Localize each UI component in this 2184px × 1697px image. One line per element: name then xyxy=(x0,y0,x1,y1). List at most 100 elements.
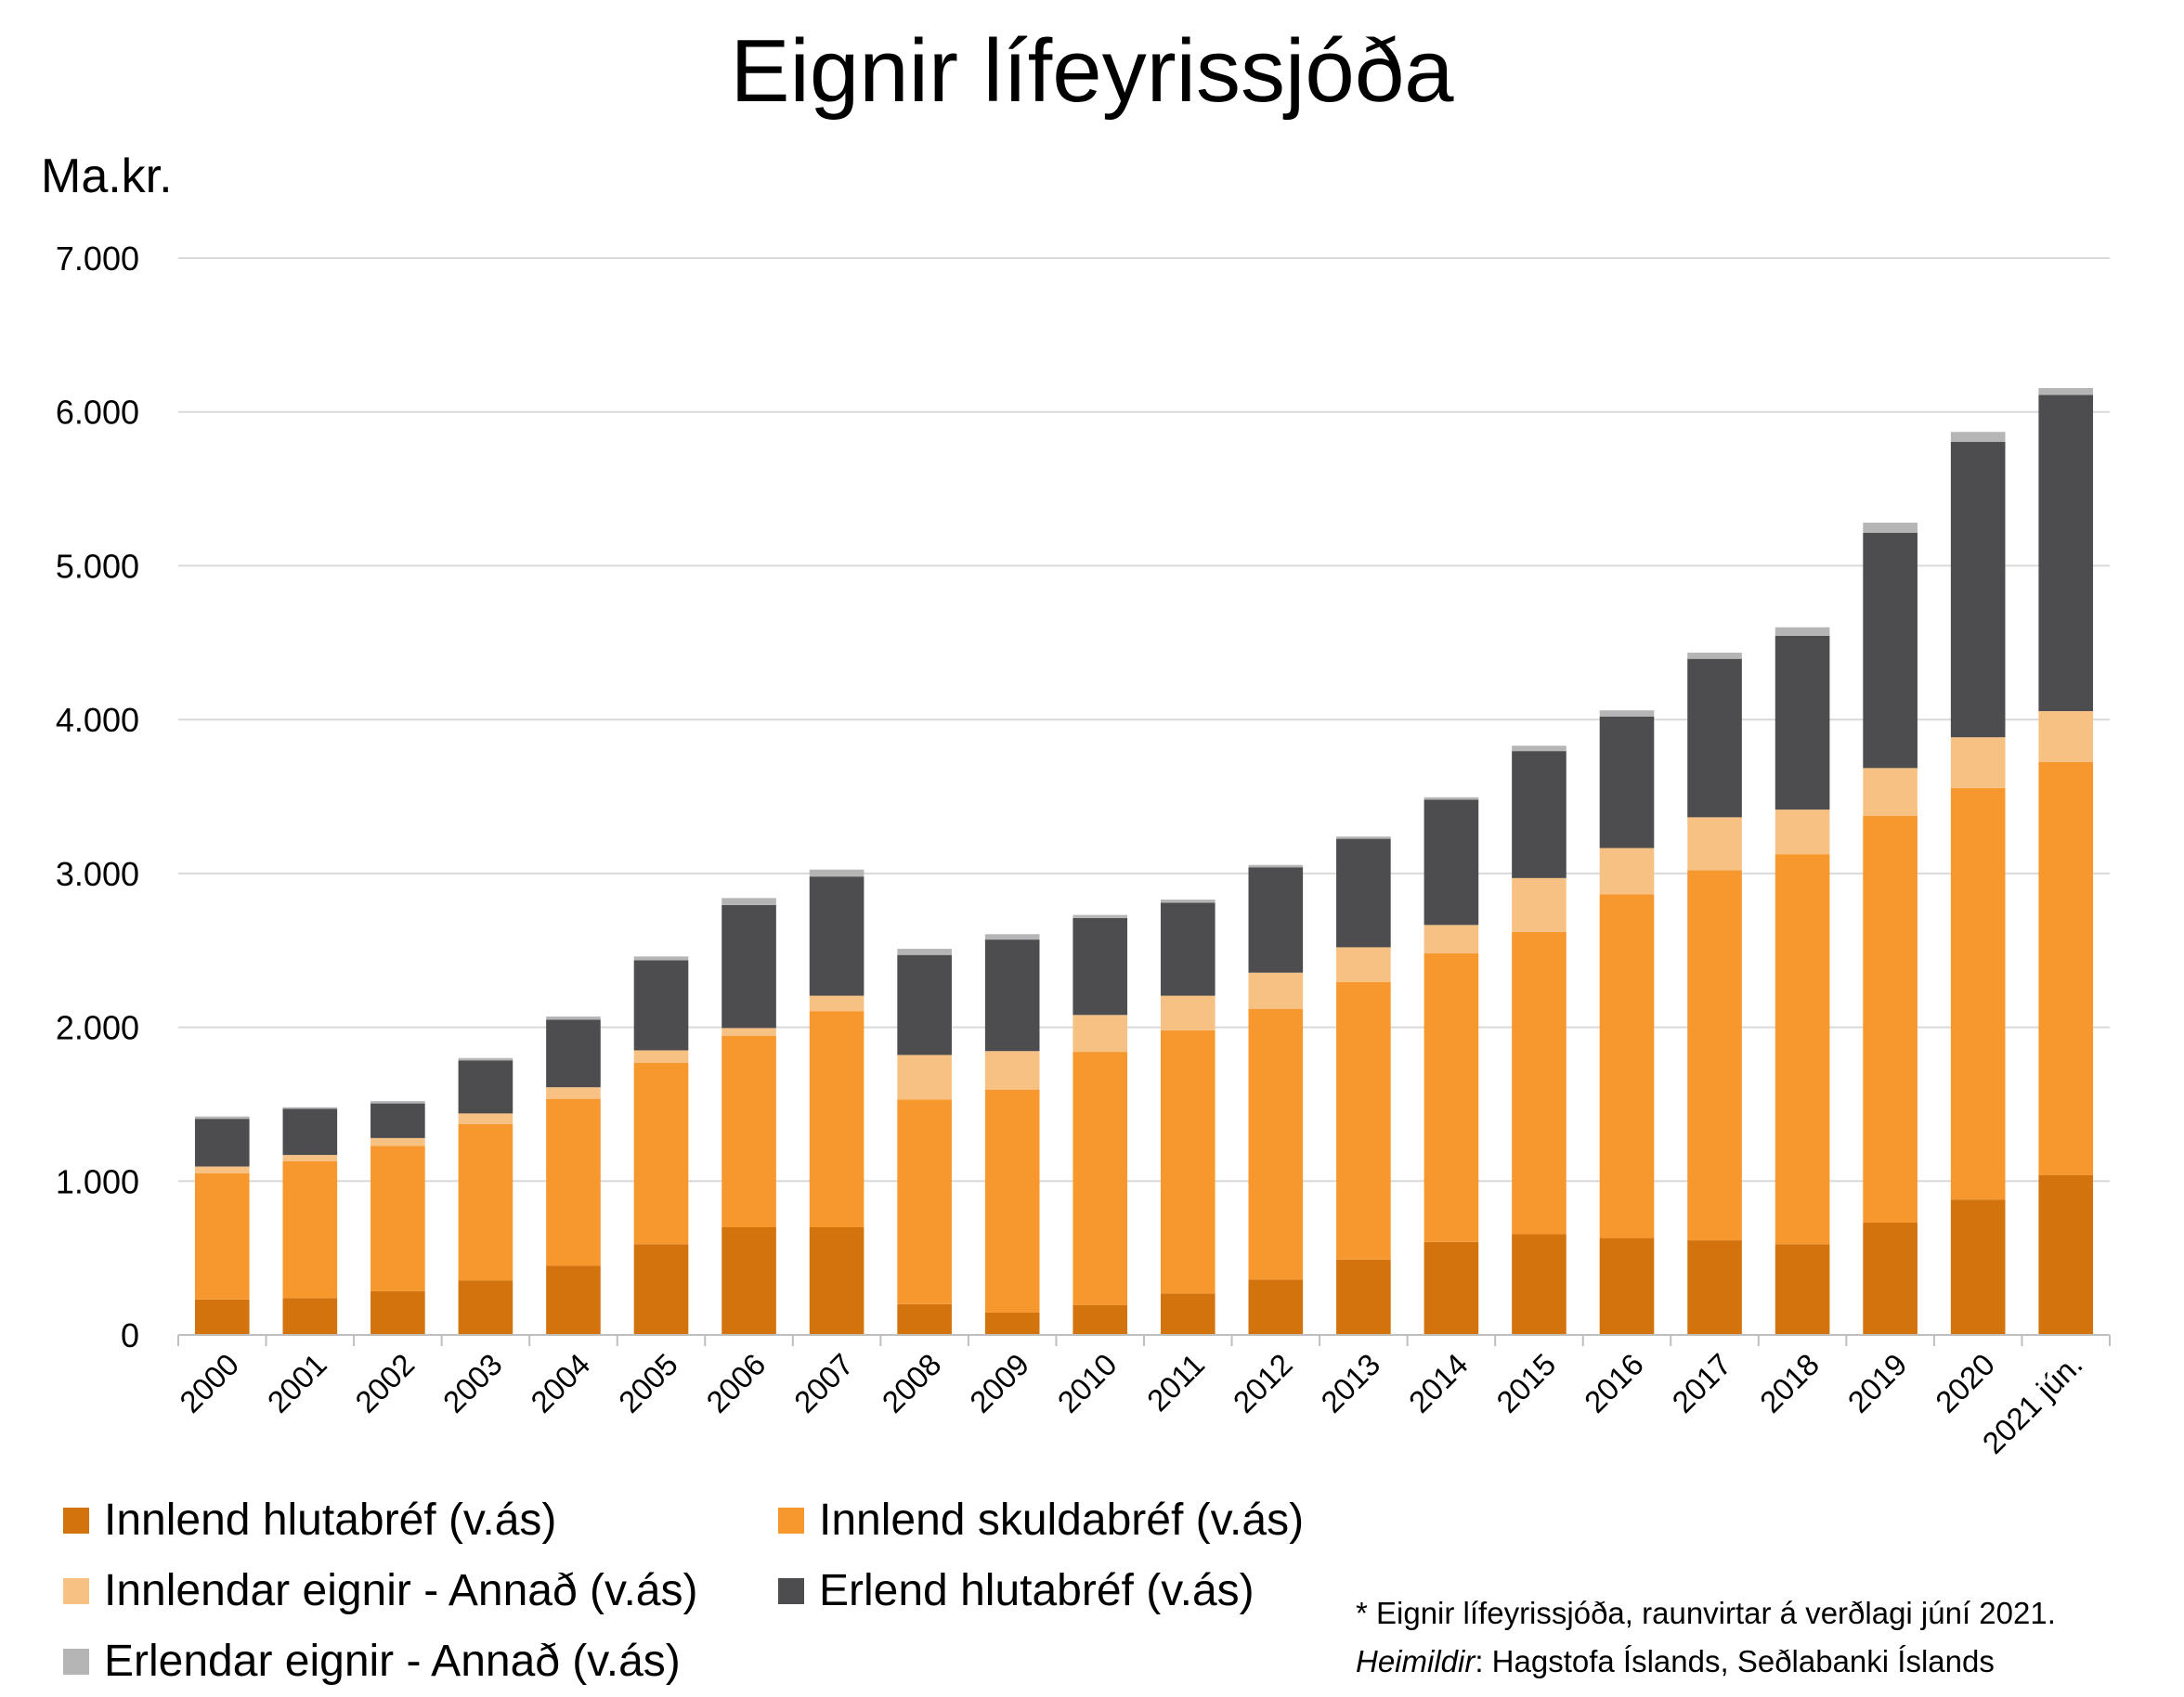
bar-segment xyxy=(1774,810,1830,855)
y-tick-label: 5.000 xyxy=(56,547,139,585)
bar-segment xyxy=(984,1051,1040,1090)
bar-stack xyxy=(1336,836,1391,1335)
bar-segment xyxy=(633,960,689,1051)
bar-segment xyxy=(984,934,1040,940)
legend-label: Erlendar eignir - Annað (v.ás) xyxy=(104,1637,681,1686)
bar-segment xyxy=(897,1055,952,1100)
bar-stack xyxy=(1512,745,1566,1335)
bar-stack xyxy=(194,1116,250,1335)
legend-item: Erlend hlutabréf (v.ás) xyxy=(778,1565,1254,1616)
x-tick-label: 2007 xyxy=(787,1347,860,1419)
x-tick-label: 2006 xyxy=(699,1347,772,1419)
legend-swatch xyxy=(778,1577,804,1604)
x-tick-label: 2012 xyxy=(1227,1347,1299,1419)
bar-stack xyxy=(1950,432,2006,1335)
bar-segment xyxy=(984,939,1040,1052)
bar-segment xyxy=(984,1089,1040,1313)
x-tick-label: 2005 xyxy=(612,1347,684,1419)
bar-segment xyxy=(458,1057,514,1061)
bar-segment xyxy=(1687,817,1742,871)
note-sources: Heimildir: Hagstofa Íslands, Seðlabanki … xyxy=(1356,1638,2056,1686)
x-tick-label: 2004 xyxy=(524,1347,596,1419)
bar-segment xyxy=(1774,1244,1830,1335)
bar-segment xyxy=(809,876,864,996)
bar-segment xyxy=(897,949,952,955)
bar-segment xyxy=(1072,1015,1128,1053)
bar-segment xyxy=(194,1173,250,1300)
bar-segment xyxy=(1512,1234,1566,1335)
bar-segment xyxy=(1160,902,1216,996)
bar-segment xyxy=(1599,716,1655,848)
y-tick-label: 2.000 xyxy=(56,1009,139,1047)
note-real-values: * Eignir lífeyrissjóða, raunvirtar á ver… xyxy=(1356,1596,2056,1630)
y-tick-label: 0 xyxy=(121,1316,139,1354)
sources-text: : Hagstofa Íslands, Seðlabanki Íslands xyxy=(1475,1644,1995,1678)
bar-segment xyxy=(1774,635,1830,810)
bar-segment xyxy=(1248,867,1304,973)
bar-segment xyxy=(1863,768,1918,816)
bar-segment xyxy=(546,1265,601,1335)
legend-label: Innlend hlutabréf (v.ás) xyxy=(104,1496,557,1545)
bar-segment xyxy=(194,1166,250,1173)
bar-stack xyxy=(984,934,1040,1335)
bar-segment xyxy=(1863,532,1918,769)
y-tick-label: 6.000 xyxy=(56,394,139,432)
bar-segment xyxy=(194,1116,250,1120)
legend-item: Innlend hlutabréf (v.ás) xyxy=(63,1495,556,1546)
bar-segment xyxy=(1512,877,1566,932)
x-tick-label: 2020 xyxy=(1929,1347,2001,1419)
bar-segment xyxy=(1160,995,1216,1030)
bar-segment xyxy=(2038,761,2094,1175)
bar-segment xyxy=(1336,1259,1391,1335)
legend-label: Erlend hlutabréf (v.ás) xyxy=(819,1566,1254,1615)
axes: 0 1.000 2.000 3.000 4.000 5.000 6.000 7.000 2000… xyxy=(56,240,2111,1460)
bar-segment xyxy=(1863,1223,1918,1335)
bar-segment xyxy=(809,1011,864,1227)
bar-segment xyxy=(722,1227,776,1335)
y-tick-label: 7.000 xyxy=(56,240,139,278)
x-tick-label: 2008 xyxy=(876,1347,948,1419)
bar-segment xyxy=(282,1298,338,1335)
bar-segment xyxy=(1950,787,2006,1200)
y-tick-label: 3.000 xyxy=(56,855,139,893)
bar-segment xyxy=(722,1035,776,1227)
bar-segment xyxy=(1774,854,1830,1245)
bar-stack xyxy=(282,1107,338,1335)
bar-stack xyxy=(2038,388,2094,1335)
bar-segment xyxy=(370,1290,425,1335)
bar-segment xyxy=(722,904,776,1029)
bar-segment xyxy=(458,1280,514,1335)
bar-segment xyxy=(1687,1240,1742,1335)
bar-segment xyxy=(1160,1030,1216,1294)
x-tick-label: 2001 xyxy=(261,1347,333,1419)
bar-segment xyxy=(1950,1199,2006,1335)
chart-title: Eignir lífeyrissjóða xyxy=(730,21,1454,121)
bar-segment xyxy=(1512,931,1566,1235)
bar-segment xyxy=(1248,864,1304,868)
bar-segment xyxy=(370,1137,425,1146)
bar-segment xyxy=(1424,1241,1479,1335)
x-tick-label: 2002 xyxy=(348,1347,421,1419)
x-tick-label: 2010 xyxy=(1051,1347,1124,1419)
bar-segment xyxy=(194,1119,250,1167)
bar-stack xyxy=(1599,710,1655,1335)
bars xyxy=(194,388,2094,1335)
x-tick-label: 2009 xyxy=(963,1347,1035,1419)
bar-segment xyxy=(1072,917,1128,1016)
bar-segment xyxy=(370,1103,425,1138)
bar-segment xyxy=(1599,848,1655,895)
bar-stack xyxy=(1687,653,1742,1335)
bar-segment xyxy=(1512,745,1566,752)
x-tick-label: 2003 xyxy=(436,1347,509,1419)
bar-segment xyxy=(1687,658,1742,818)
bar-stack xyxy=(1160,900,1216,1335)
bar-segment xyxy=(897,954,952,1056)
bar-segment xyxy=(1072,1304,1128,1335)
chart-notes: * Eignir lífeyrissjóða, raunvirtar á ver… xyxy=(1356,1589,2056,1686)
bar-segment xyxy=(633,956,689,961)
bar-segment xyxy=(1774,627,1830,636)
bar-segment xyxy=(546,1087,601,1099)
x-tick-label: 2000 xyxy=(173,1347,245,1419)
bar-segment xyxy=(1424,797,1479,800)
bar-segment xyxy=(897,1303,952,1335)
